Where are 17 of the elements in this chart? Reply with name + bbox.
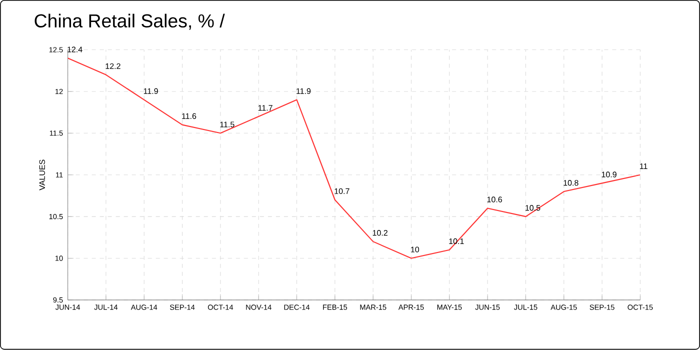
data-label: 10.9	[602, 172, 616, 178]
data-label: 11	[640, 164, 648, 170]
data-label: 11.9	[296, 88, 311, 94]
data-label: 10.8	[564, 180, 578, 186]
data-label: 10.6	[487, 196, 502, 202]
y-axis-title: VALUES	[39, 160, 45, 190]
data-label: 10.2	[372, 230, 388, 236]
data-label: 11.9	[144, 88, 158, 94]
chart-title: China Retail Sales, % /	[34, 14, 225, 30]
data-label: 11.5	[220, 122, 234, 128]
line-series	[68, 58, 640, 259]
data-label: 12.2	[106, 63, 120, 70]
data-label: 11.7	[258, 105, 272, 111]
data-label: 10.7	[334, 188, 350, 194]
data-label: 10	[411, 246, 420, 253]
data-label: 11.6	[182, 113, 196, 120]
data-label: 12.4	[68, 46, 82, 52]
